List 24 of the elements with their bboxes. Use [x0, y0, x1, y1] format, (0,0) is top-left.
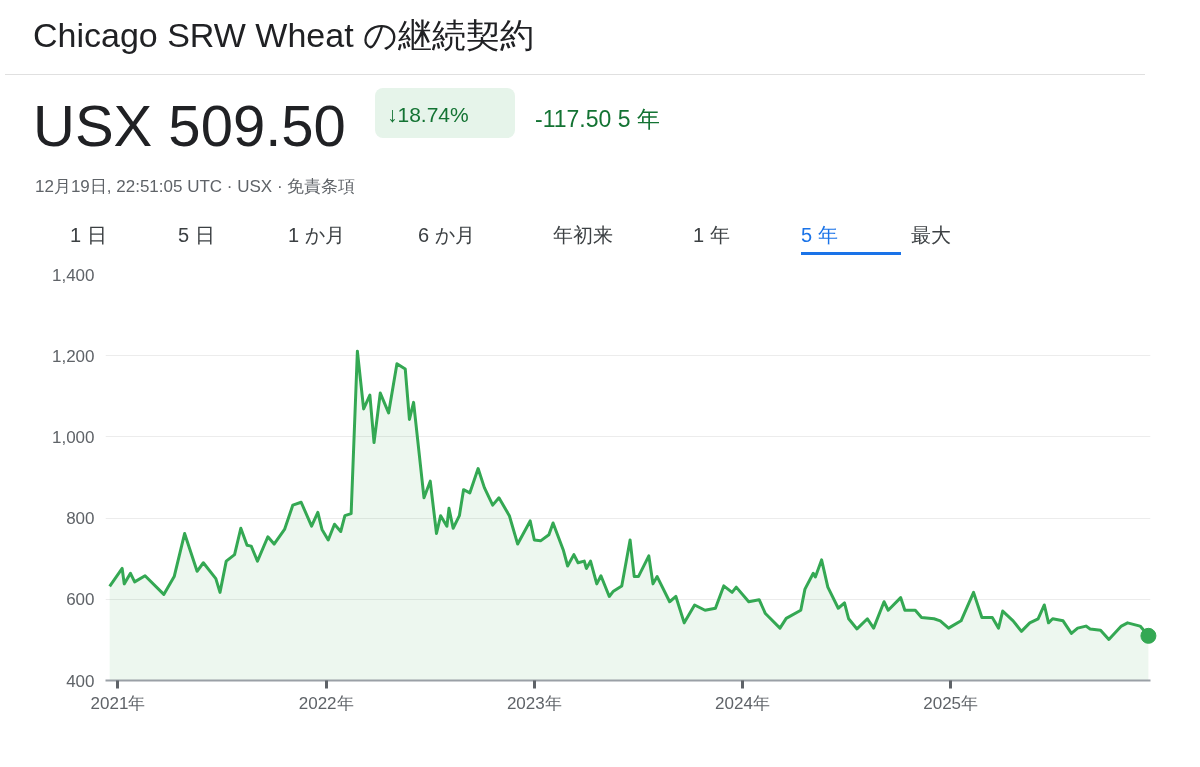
text: 1 か月 — [288, 223, 345, 248]
y-tick-label: 800 — [66, 509, 95, 529]
chart-title: Chicago SRW Wheat の継続契約 — [33, 15, 535, 56]
text: USX 509.50 — [33, 92, 346, 160]
text: 最大 — [911, 223, 951, 248]
text: 5 日 — [178, 223, 215, 248]
x-tick-label: 2023年 — [506, 693, 562, 713]
text: ↓18.74% — [387, 102, 469, 128]
x-tick-label: 2022年 — [298, 693, 354, 713]
text: 1 年 — [693, 223, 730, 248]
x-tick-label: 2021年 — [90, 693, 146, 713]
text: 5 年 — [801, 223, 838, 248]
text: 年初来 — [553, 223, 613, 248]
y-tick-label: 400 — [66, 671, 95, 691]
text: 6 か月 — [418, 223, 475, 248]
y-tick-label: 1,000 — [51, 427, 95, 447]
chart-subtitle: 12月19日, 22:51:05 UTC · USX · 免責条項 — [35, 176, 356, 198]
y-tick-label: 1,200 — [51, 346, 95, 366]
text: -117.50 5 年 — [535, 105, 660, 134]
text: 1 日 — [70, 223, 107, 248]
y-tick-label: 600 — [66, 590, 95, 610]
x-tick-label: 2024年 — [715, 693, 770, 713]
y-tick-label: 1,400 — [51, 265, 95, 285]
x-tick-label: 2025年 — [923, 693, 979, 713]
